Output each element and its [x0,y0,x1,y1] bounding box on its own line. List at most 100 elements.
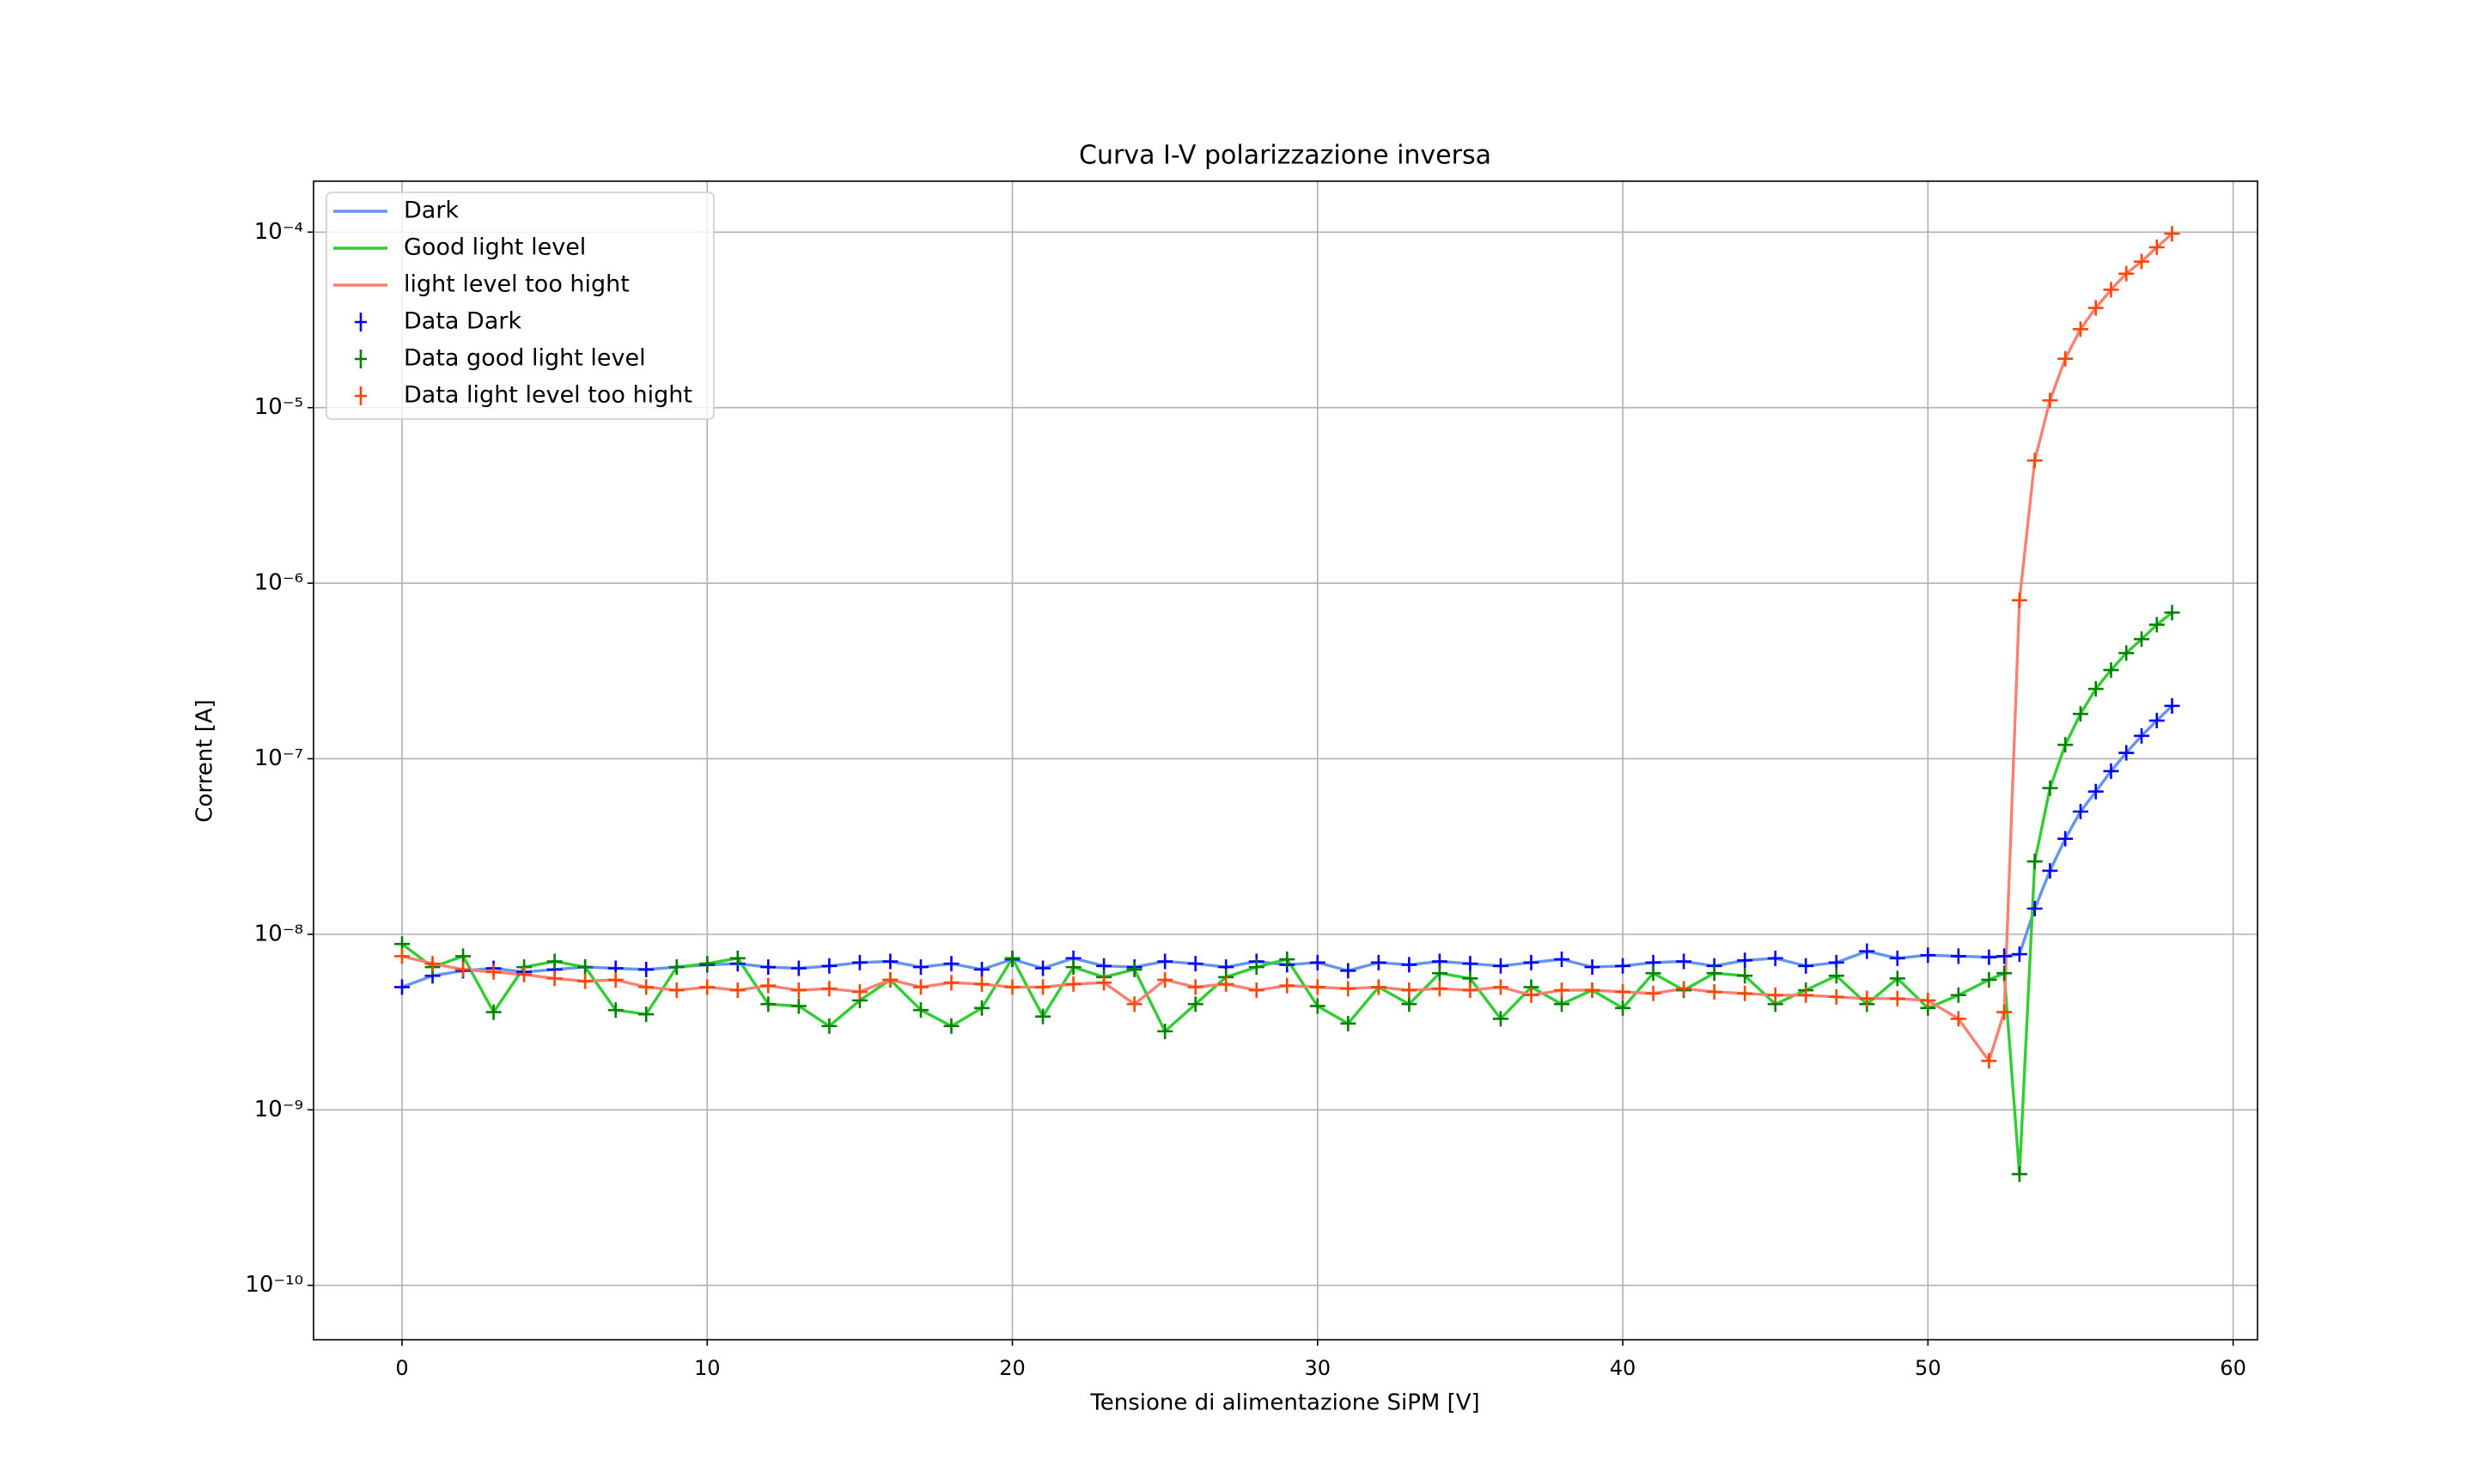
x-tick-label: 0 [395,1356,408,1380]
data-marker [2118,745,2135,761]
data-marker [1126,961,1143,977]
legend-marker [355,313,367,331]
data-marker [2042,392,2058,409]
data-marker [1676,981,1692,997]
data-marker [1828,988,1844,1005]
data-marker [2042,862,2058,879]
data-marker [424,956,441,972]
data-marker [1157,971,1173,988]
data-marker [546,953,563,970]
y-tick-label: 10⁻⁴ [254,219,303,245]
data-marker [790,982,807,999]
data-marker [394,979,411,995]
data-marker [1157,953,1173,970]
data-marker [1187,996,1203,1013]
data-marker [2164,226,2180,242]
data-marker [760,996,777,1013]
data-marker [912,959,929,976]
x-tick-label: 50 [1915,1356,1941,1380]
data-marker [1828,954,1844,970]
x-tick-label: 60 [2220,1356,2246,1380]
data-marker [1492,1011,1508,1027]
data-marker [455,961,472,977]
data-marker [607,1002,624,1019]
data-marker [851,954,868,970]
data-marker [577,973,594,989]
data-marker [2057,350,2074,367]
data-marker [1035,1008,1051,1025]
x-tick-label: 20 [999,1356,1026,1380]
y-tick-label: 10⁻⁷ [254,745,303,771]
data-marker [1584,959,1600,976]
data-marker [1706,983,1722,1000]
data-marker [1859,990,1875,1007]
data-marker [2042,780,2058,796]
legend-marker [355,350,367,368]
data-marker [1004,950,1021,966]
data-marker [699,956,716,972]
data-marker [1309,998,1325,1014]
data-marker [485,964,502,980]
data-marker [1187,979,1203,995]
data-marker [1523,987,1539,1003]
x-axis-label: Tensione di alimentazione SiPM [V] [1089,1390,1479,1416]
data-marker [2087,681,2104,697]
data-marker [2134,631,2149,648]
data-marker [790,998,807,1014]
data-marker [1996,948,2013,964]
data-marker [2057,830,2074,847]
data-marker [943,956,960,972]
data-marker [668,959,685,976]
data-marker [1676,953,1692,970]
data-marker [1950,1011,1966,1027]
data-marker [2026,854,2043,870]
data-marker [1523,954,1539,970]
data-marker [974,976,990,992]
data-marker [1981,971,1997,988]
data-marker [2164,697,2180,714]
data-marker [1035,979,1051,995]
data-marker [2148,617,2165,633]
data-marker [1950,987,1966,1003]
data-marker [1248,959,1264,976]
data-marker [760,959,777,976]
legend-marker [355,386,367,405]
data-marker [2011,946,2027,963]
data-marker [1340,1015,1356,1031]
data-marker [577,959,594,976]
data-marker [668,982,685,999]
data-marker [2103,282,2119,298]
data-marker [1828,968,1844,984]
data-marker [1554,982,1570,999]
data-marker [821,981,838,997]
data-marker [729,950,746,966]
data-marker [2148,713,2165,729]
legend-label: Data good light level [404,345,646,372]
data-marker [1889,990,1905,1007]
data-marker [1462,956,1478,972]
data-marker [821,1018,838,1034]
data-marker [1996,1004,2013,1020]
data-marker [1035,960,1051,976]
data-marker [1737,968,1753,984]
data-marker [2026,901,2043,917]
data-marker [943,975,960,991]
data-marker [1401,957,1417,973]
data-marker [1920,992,1936,1008]
data-marker [2057,737,2074,753]
data-marker [2103,662,2119,678]
legend-label: Dark [404,198,459,224]
data-marker [1889,950,1905,966]
data-marker [1767,987,1783,1003]
data-marker [1065,959,1082,976]
data-marker [2134,253,2149,270]
data-marker [912,1002,929,1019]
legend-label: light level too hight [404,271,630,298]
data-marker [516,966,533,982]
data-marker [1401,982,1417,999]
data-marker [974,1000,990,1016]
data-marker [2011,1166,2027,1183]
data-marker [1309,954,1325,970]
data-marker [821,958,838,974]
